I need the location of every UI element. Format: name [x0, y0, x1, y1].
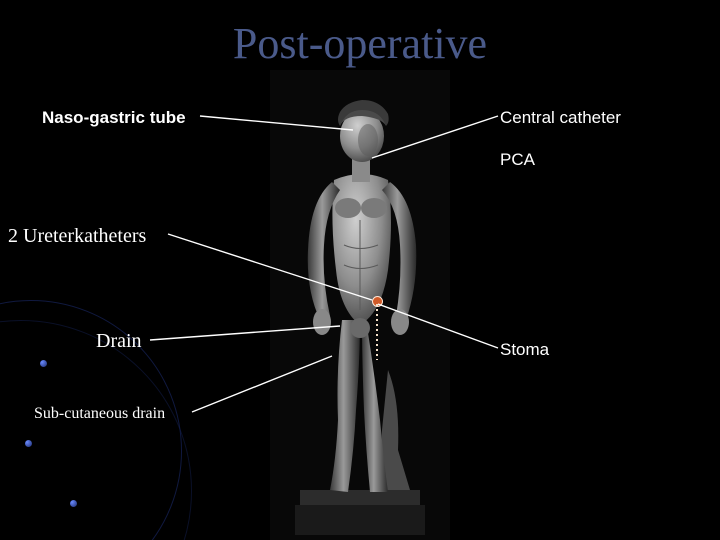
- label-central-catheter: Central catheter: [500, 108, 621, 128]
- label-drain: Drain: [96, 330, 142, 353]
- stoma-marker: [372, 296, 383, 307]
- anatomy-figure: [270, 70, 450, 540]
- label-ureterkatheters: 2 Ureterkatheters: [8, 225, 146, 248]
- label-sub-cutaneous-drain: Sub-cutaneous drain: [34, 405, 165, 423]
- slide-title: Post-operative: [0, 18, 720, 69]
- label-naso-gastric: Naso-gastric tube: [42, 108, 186, 128]
- label-stoma: Stoma: [500, 340, 549, 360]
- decor-dot: [40, 360, 47, 367]
- decor-dot: [70, 500, 77, 507]
- decor-orbit-2: [0, 320, 192, 540]
- label-pca: PCA: [500, 150, 535, 170]
- decor-dot: [25, 440, 32, 447]
- slide: { "title": "Post-operative", "labels": {…: [0, 0, 720, 540]
